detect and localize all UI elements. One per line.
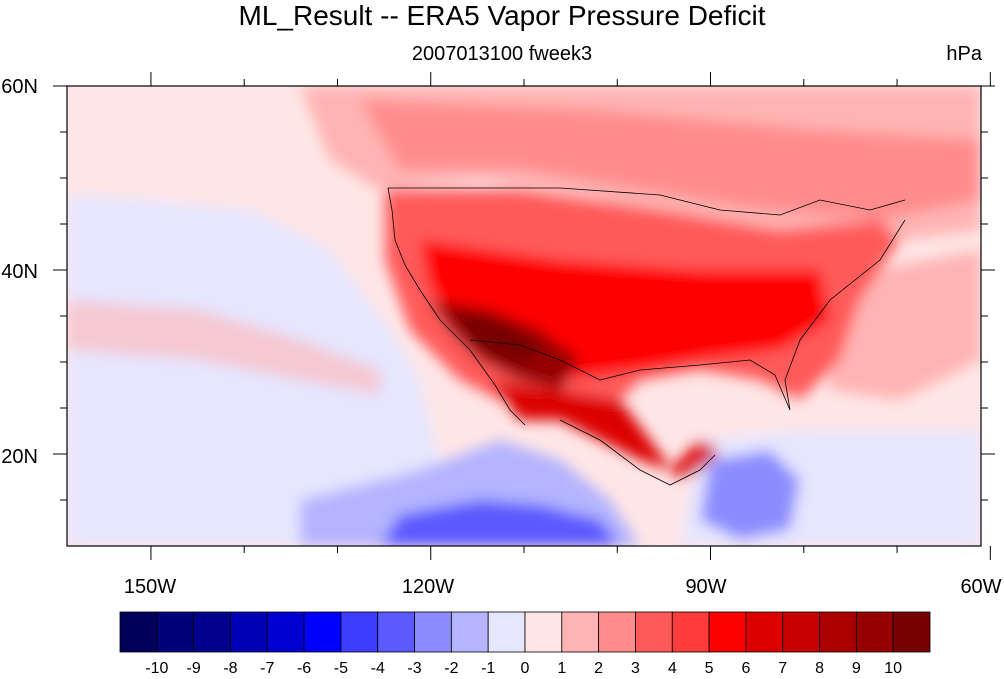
colorbar-swatch-5 [303, 611, 342, 653]
caribbean-cooler [700, 450, 800, 540]
colorbar-swatch-7 [377, 611, 415, 653]
map-title: ML_Result -- ERA5 Vapor Pressure Deficit [238, 0, 766, 31]
mexico-high [490, 380, 720, 480]
colorbar-swatch-21 [892, 611, 931, 653]
lat-label-20n: 20N [1, 446, 38, 468]
colorbar-swatch-10 [487, 611, 526, 653]
colorbar-swatch-4 [266, 611, 305, 653]
colorbar-swatch-14 [635, 611, 673, 653]
colorbar-swatch-19 [819, 611, 857, 653]
coastline-mexico [559, 419, 716, 486]
colorbar-tick-label: -9 [187, 660, 201, 677]
colorbar-swatch-9 [450, 611, 489, 653]
lat-label-60n: 60N [1, 76, 38, 98]
colorbar-swatch-1 [156, 611, 195, 653]
cool-pacific-band [67, 300, 380, 395]
colorbar-tick-label: 7 [778, 660, 787, 677]
colorbar-tick-label: -5 [334, 660, 348, 677]
colorbar-swatch-18 [782, 611, 820, 653]
lon-label-90w: 90W [685, 576, 726, 598]
lon-label-150w: 150W [124, 576, 176, 598]
colorbar-swatch-16 [708, 611, 747, 653]
vpd-field [67, 86, 981, 546]
colorbar-tick-label: 3 [631, 660, 640, 677]
colorbar-tick-label: -6 [297, 660, 311, 677]
colorbar-tick-label: -8 [223, 660, 237, 677]
coastline-west [387, 187, 526, 426]
colorbar-swatch-8 [414, 611, 452, 653]
lon-label-120w: 120W [402, 576, 454, 598]
land-outlines [387, 187, 906, 486]
colorbar-tick-label: 6 [741, 660, 750, 677]
colorbar-tick-label: -3 [407, 660, 421, 677]
colorbar-swatch-2 [193, 611, 231, 653]
colorbar-swatch-20 [855, 611, 894, 653]
colorbar-tick-label: 5 [705, 660, 714, 677]
colorbar-tick-label: 1 [557, 660, 566, 677]
us-canada-border [388, 187, 906, 216]
colorbar-swatch-3 [230, 611, 268, 653]
colorbar [119, 611, 931, 653]
eastern-pacific-cooler [380, 500, 620, 546]
lat-label-40n: 40N [1, 261, 38, 283]
map-subtitle: 2007013100 fweek3 [411, 43, 593, 65]
lon-label-60w: 60W [960, 576, 1001, 598]
colorbar-tick-label: -7 [260, 660, 274, 677]
colorbar-tick-label: -4 [371, 660, 385, 677]
colorbar-swatch-11 [524, 611, 563, 653]
us-mexico-border [469, 339, 601, 381]
colorbar-tick-label: 4 [668, 660, 677, 677]
colorbar-swatch-6 [340, 611, 379, 653]
coastline-gulf [599, 219, 906, 411]
colorbar-swatch-13 [598, 611, 636, 653]
colorbar-tick-label: -10 [145, 660, 168, 677]
us-southwest-core [460, 310, 540, 365]
colorbar-tick-label: 8 [815, 660, 824, 677]
colorbar-tick-label: 9 [852, 660, 861, 677]
colorbar-tick-label: -1 [481, 660, 495, 677]
axis-ticks [53, 72, 995, 560]
colorbar-tick-label: 2 [594, 660, 603, 677]
colorbar-swatch-12 [561, 611, 600, 653]
colorbar-tick-label: -2 [444, 660, 458, 677]
colorbar-tick-label: 0 [521, 660, 530, 677]
units-label: hPa [946, 43, 982, 65]
canada-moderate [360, 100, 981, 220]
colorbar-swatch-15 [671, 611, 710, 653]
colorbar-labels: -10 -9 -8 -7 -6 -5 -4 -3 -2 -1 0 1 2 3 4 5 6 7 8 9 10 [145, 660, 902, 677]
colorbar-swatch-0 [119, 611, 158, 653]
colorbar-swatch-17 [745, 611, 784, 653]
colorbar-tick-label: 10 [884, 660, 902, 677]
